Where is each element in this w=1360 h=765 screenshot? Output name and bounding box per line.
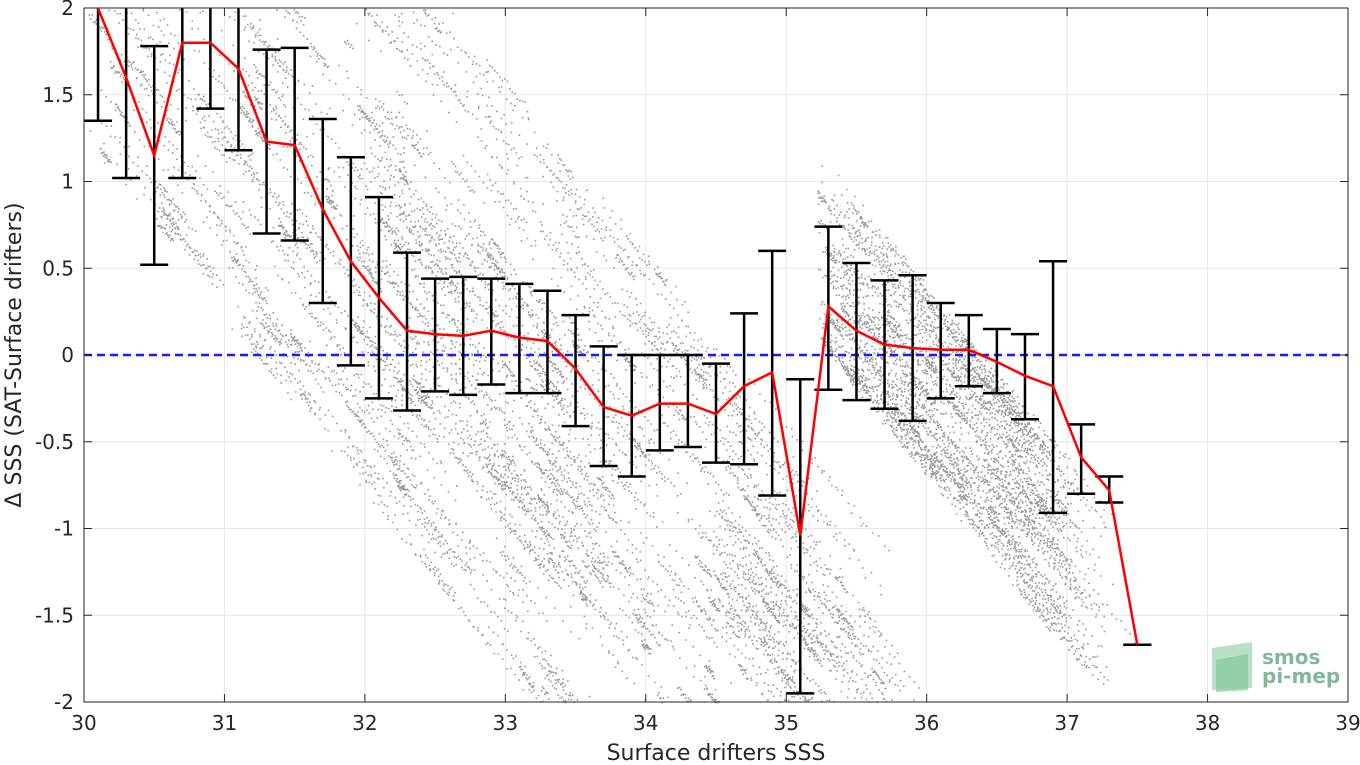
- x-tick-label: 35: [773, 711, 798, 735]
- mean-line: [96, 7, 1139, 645]
- smos-pimep-logo: smos pi-mep: [1212, 642, 1340, 692]
- x-tick-label: 34: [633, 711, 658, 735]
- x-tick-label: 39: [1335, 711, 1360, 735]
- y-tick-label: -1.5: [35, 603, 74, 627]
- x-tick-label: 32: [352, 711, 377, 735]
- y-tick-label: 0: [61, 343, 74, 367]
- y-tick-label: 1: [61, 170, 74, 194]
- x-tick-label: 36: [914, 711, 939, 735]
- x-tick-labels: 30 31 32 33 34 35 36 37 38 39: [71, 711, 1360, 735]
- scatter-points: [88, 8, 1136, 704]
- y-tick-label: 0.5: [42, 256, 74, 280]
- error-bars: [84, 8, 1152, 695]
- axis-ticks: [83, 7, 1349, 703]
- x-tick-label: 30: [71, 711, 96, 735]
- y-tick-label: -0.5: [35, 430, 74, 454]
- y-tick-labels: 2 1.5 1 0.5 0 -0.5 -1 -1.5 -2: [35, 0, 74, 714]
- x-tick-label: 38: [1195, 711, 1220, 735]
- y-tick-label: -2: [54, 690, 74, 714]
- y-tick-label: 1.5: [42, 83, 74, 107]
- logo-line1: smos: [1262, 645, 1320, 669]
- x-tick-label: 33: [493, 711, 518, 735]
- scatter-point-cloud: [88, 8, 1136, 704]
- logo-line2: pi-mep: [1262, 664, 1340, 688]
- x-axis-label: Surface drifters SSS: [607, 741, 826, 765]
- x-tick-label: 31: [212, 711, 237, 735]
- x-tick-label: 37: [1054, 711, 1079, 735]
- y-tick-label: -1: [54, 517, 74, 541]
- y-axis-label: Δ SSS (SAT-Surface drifters): [2, 202, 27, 507]
- logo-wave-icon-2: [1216, 654, 1248, 692]
- y-tick-label: 2: [61, 0, 74, 20]
